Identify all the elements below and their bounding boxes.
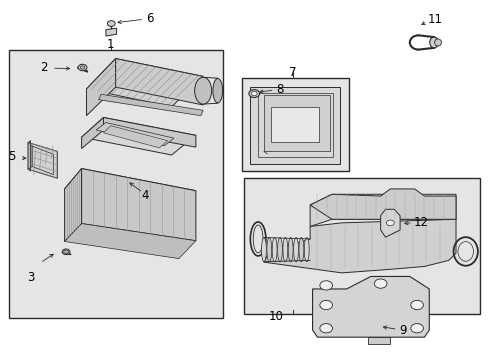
Circle shape bbox=[410, 300, 423, 310]
Bar bbox=[257, 93, 332, 157]
Polygon shape bbox=[106, 28, 116, 36]
Polygon shape bbox=[64, 168, 196, 210]
Text: 6: 6 bbox=[146, 12, 153, 25]
Circle shape bbox=[373, 279, 386, 288]
Polygon shape bbox=[86, 59, 116, 116]
Text: 12: 12 bbox=[413, 216, 428, 229]
Polygon shape bbox=[28, 143, 57, 178]
Polygon shape bbox=[309, 189, 455, 219]
Ellipse shape bbox=[293, 238, 298, 262]
Ellipse shape bbox=[434, 39, 441, 46]
Polygon shape bbox=[380, 209, 399, 237]
Bar bbox=[243, 178, 479, 314]
Text: 4: 4 bbox=[141, 189, 149, 202]
Bar bbox=[250, 87, 340, 164]
Polygon shape bbox=[64, 224, 196, 258]
Bar bbox=[9, 50, 222, 318]
Polygon shape bbox=[103, 117, 196, 147]
Polygon shape bbox=[264, 95, 329, 152]
Text: 11: 11 bbox=[427, 13, 442, 27]
Polygon shape bbox=[99, 94, 203, 116]
Text: 3: 3 bbox=[27, 271, 34, 284]
Circle shape bbox=[386, 220, 393, 226]
Ellipse shape bbox=[277, 238, 282, 262]
Polygon shape bbox=[312, 276, 428, 337]
Polygon shape bbox=[309, 194, 455, 226]
Circle shape bbox=[319, 324, 332, 333]
Circle shape bbox=[63, 250, 68, 253]
Polygon shape bbox=[81, 168, 196, 241]
Text: 7: 7 bbox=[289, 66, 296, 79]
Polygon shape bbox=[86, 59, 203, 107]
Ellipse shape bbox=[287, 238, 292, 262]
Polygon shape bbox=[368, 337, 389, 344]
Text: 9: 9 bbox=[398, 324, 406, 337]
Ellipse shape bbox=[283, 238, 287, 262]
Ellipse shape bbox=[194, 77, 211, 104]
Polygon shape bbox=[81, 117, 196, 155]
Ellipse shape bbox=[298, 238, 303, 262]
Circle shape bbox=[410, 324, 423, 333]
Ellipse shape bbox=[80, 66, 84, 69]
Ellipse shape bbox=[78, 64, 87, 71]
Text: 2: 2 bbox=[41, 61, 48, 74]
Polygon shape bbox=[116, 59, 203, 105]
Polygon shape bbox=[64, 168, 81, 242]
Ellipse shape bbox=[429, 37, 438, 48]
Text: 1: 1 bbox=[107, 38, 114, 51]
Text: 10: 10 bbox=[268, 310, 283, 323]
Circle shape bbox=[319, 281, 332, 290]
Ellipse shape bbox=[62, 249, 70, 255]
Ellipse shape bbox=[212, 78, 222, 103]
Bar bbox=[242, 78, 348, 171]
Polygon shape bbox=[28, 143, 32, 169]
Polygon shape bbox=[103, 126, 167, 148]
Ellipse shape bbox=[272, 238, 277, 262]
Ellipse shape bbox=[251, 91, 257, 96]
Ellipse shape bbox=[266, 238, 271, 262]
Ellipse shape bbox=[304, 238, 308, 262]
Polygon shape bbox=[81, 117, 103, 149]
Text: 5: 5 bbox=[8, 150, 16, 163]
Ellipse shape bbox=[261, 238, 266, 262]
Ellipse shape bbox=[248, 90, 259, 98]
Polygon shape bbox=[96, 122, 174, 146]
Polygon shape bbox=[264, 219, 455, 273]
Circle shape bbox=[319, 300, 332, 310]
Bar bbox=[270, 107, 319, 143]
Text: 8: 8 bbox=[276, 83, 284, 96]
Circle shape bbox=[107, 21, 115, 26]
